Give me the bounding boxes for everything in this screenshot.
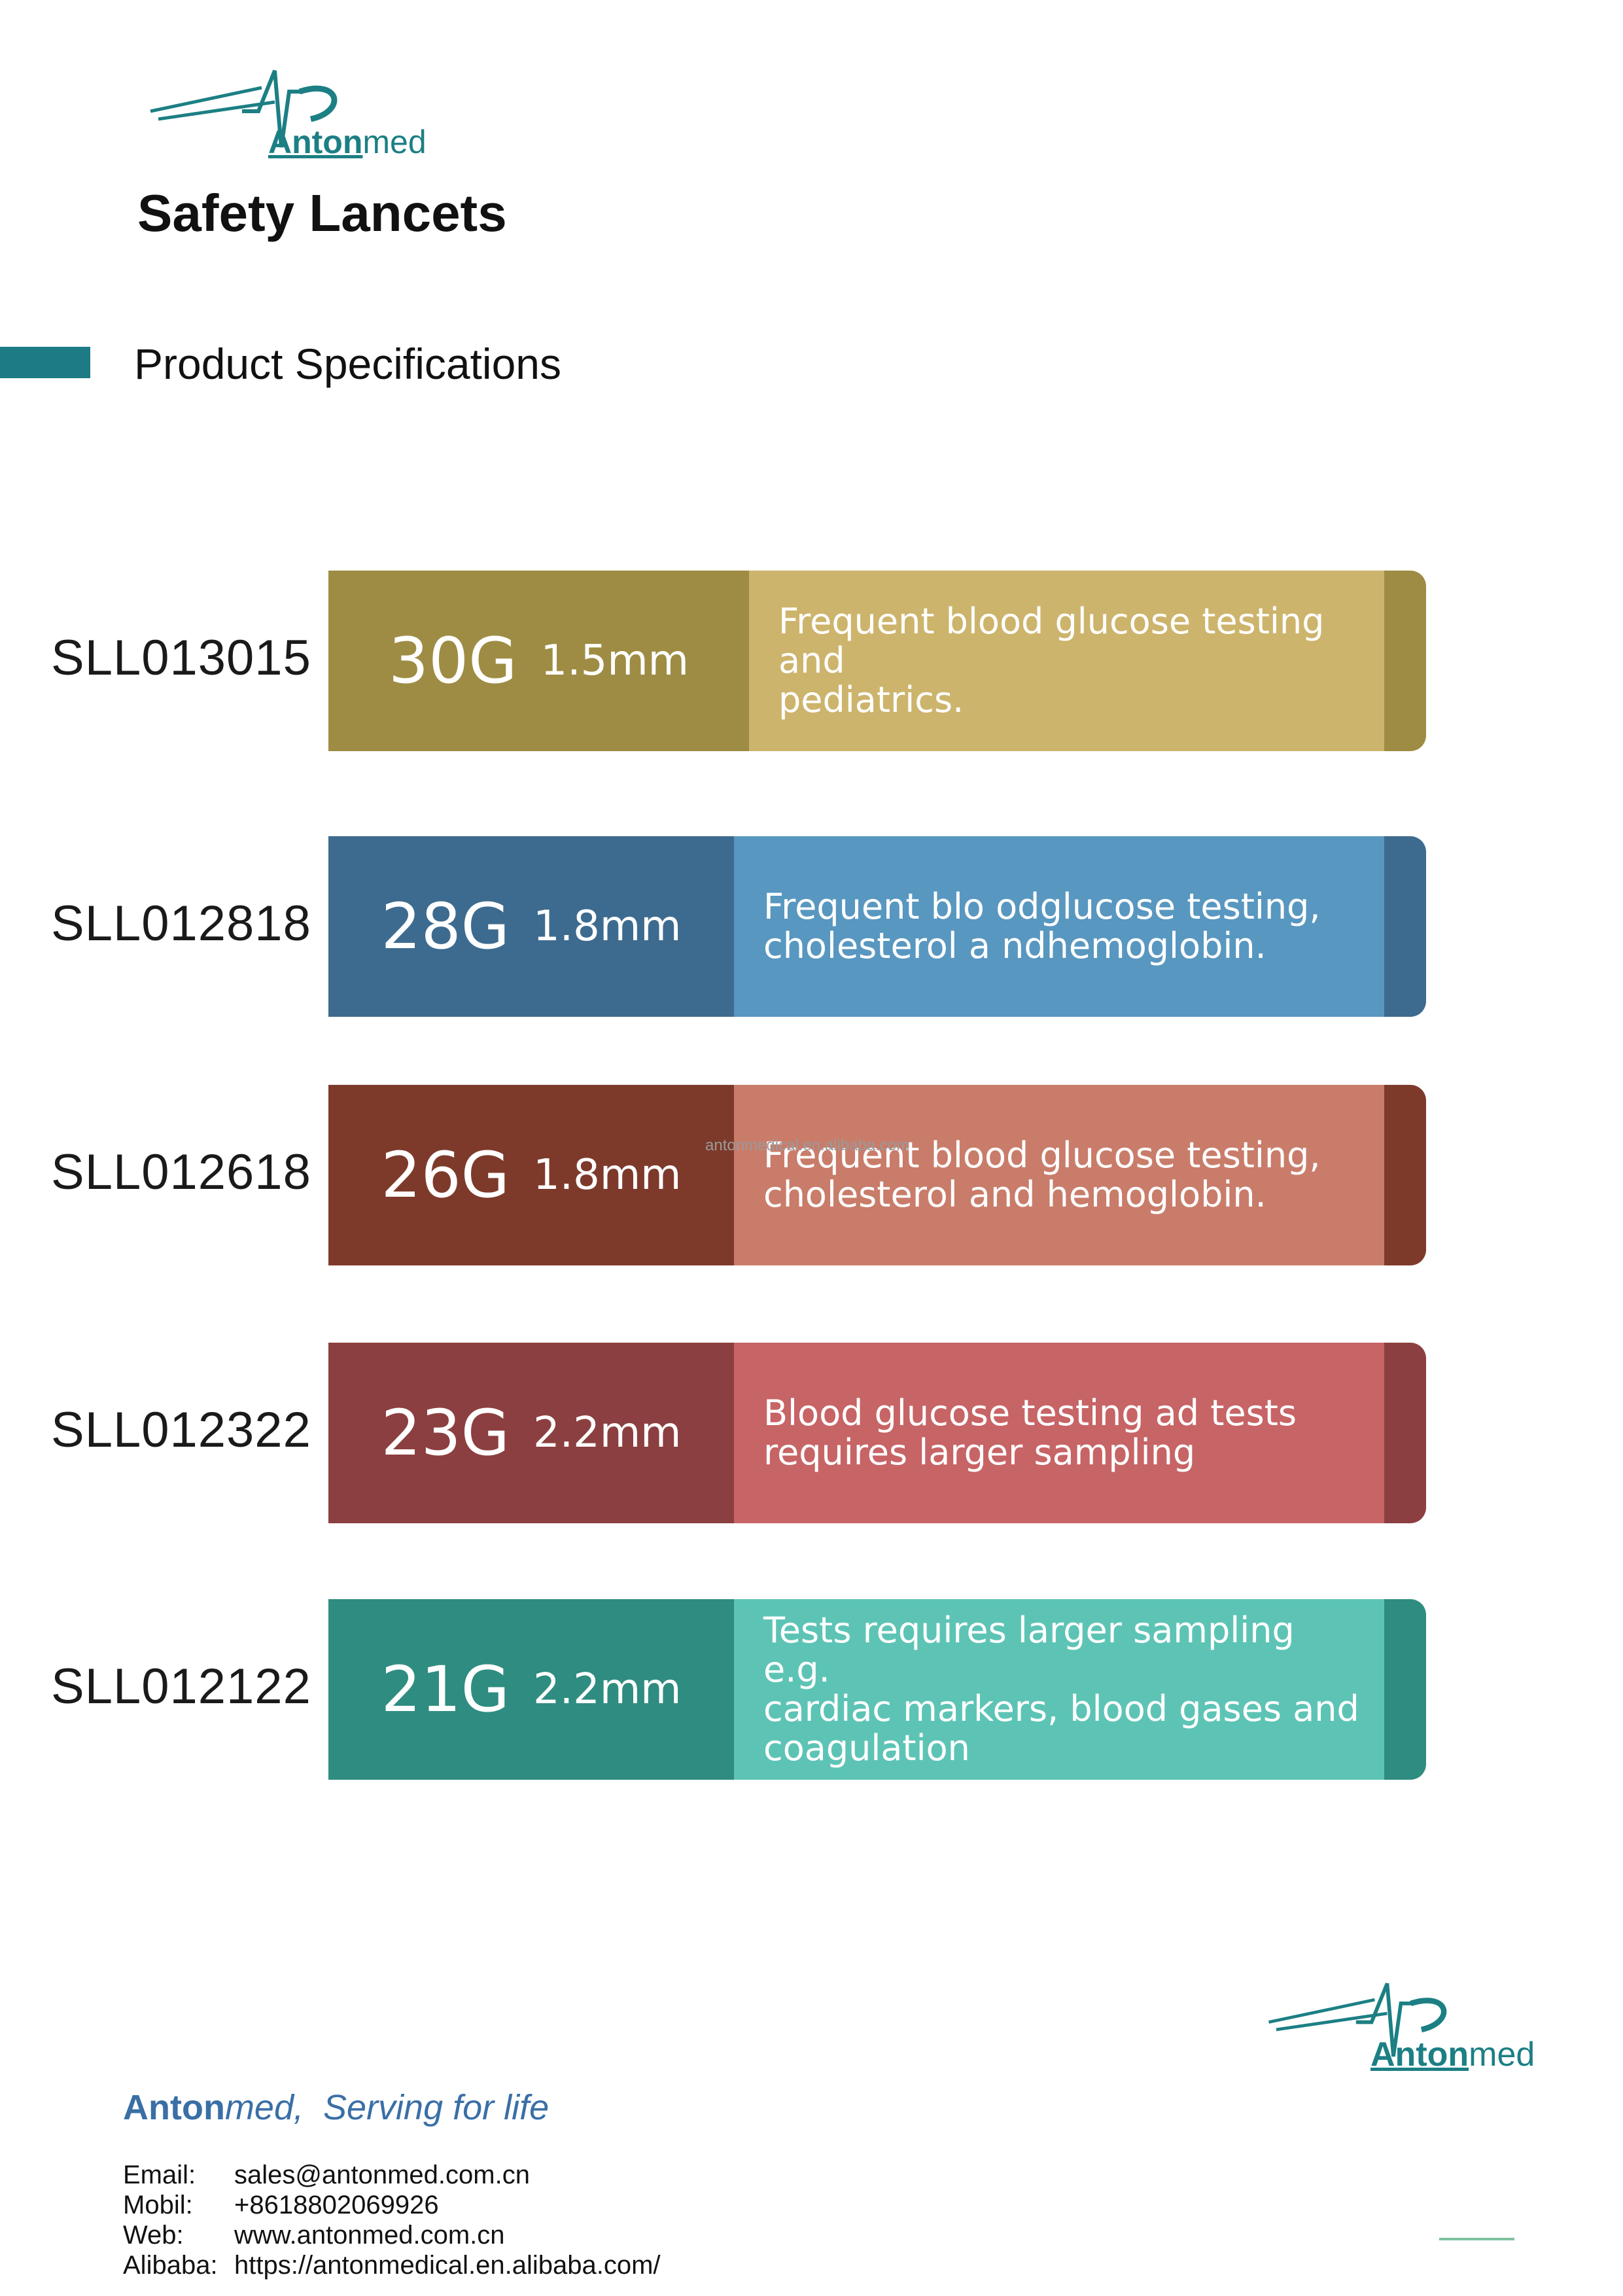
logo-mark-icon — [150, 69, 338, 148]
contact-alibaba-value[interactable]: https://antonmedical.en.alibaba.com/ — [234, 2251, 661, 2280]
spec-band: 21G 2.2mm Tests requires larger sampling e… — [328, 1599, 1426, 1780]
spec-band: 26G 1.8mm Frequent blood glucose testing, c… — [328, 1085, 1426, 1265]
watermark: antonmedical.en.alibaba.com — [705, 1137, 910, 1154]
gauge-panel — [328, 1085, 734, 1265]
use-panel — [734, 1343, 1384, 1523]
gauge-panel — [328, 1343, 734, 1523]
intended-use-line: Frequent blood glucose testing and — [778, 601, 1325, 681]
band-end-tab — [1384, 1599, 1426, 1780]
intended-use-line: cholesterol a ndhemoglobin. — [763, 925, 1266, 966]
intended-use-line: Frequent blood glucose testing, — [763, 1135, 1321, 1176]
gauge-spec: 21G 2.2mm — [328, 1599, 734, 1780]
contact-mobile-value: +8618802069926 — [234, 2191, 439, 2219]
use-panel — [734, 1085, 1384, 1265]
needle-length: 1.5mm — [540, 637, 689, 685]
product-code: SLL012618 — [51, 1144, 311, 1200]
spec-row: SLL012618 26G 1.8mm Frequent blood glucose … — [0, 1085, 1623, 1265]
intended-use-line: Tests requires larger sampling e.g. — [763, 1610, 1295, 1690]
logo-text: Antonmed — [268, 124, 427, 160]
gauge-panel — [328, 1599, 734, 1780]
contact-email-value[interactable]: sales@antonmed.com.cn — [234, 2161, 530, 2189]
gauge-spec: 23G 2.2mm — [328, 1343, 734, 1523]
band-end-tab — [1384, 1085, 1426, 1265]
intended-use-line: requires larger sampling — [763, 1432, 1196, 1473]
footer-logo: Antonmed — [1263, 1969, 1535, 2087]
intended-use-line: Frequent blo odglucose testing, — [763, 886, 1321, 927]
logo-text: Antonmed — [1370, 2036, 1535, 2074]
intended-use-line: cholesterol and hemoglobin. — [763, 1174, 1266, 1215]
intended-use-line: pediatrics. — [778, 679, 964, 720]
spec-row: SLL013015 30G 1.5mm Frequent blood glucose … — [0, 571, 1623, 751]
spec-band: 30G 1.5mm Frequent blood glucose testing a… — [328, 571, 1426, 751]
product-code: SLL012122 — [51, 1659, 311, 1714]
band-end-tab — [1384, 1343, 1426, 1523]
use-panel — [749, 571, 1384, 751]
needle-gauge: 26G — [381, 1139, 510, 1212]
band-end-tab — [1384, 571, 1426, 751]
spec-band: 23G 2.2mm Blood glucose testing ad tests re… — [328, 1343, 1426, 1523]
page-title: Safety Lancets — [137, 184, 507, 242]
contact-alibaba: Alibaba: https://antonmedical.en.alibaba.… — [123, 2251, 661, 2280]
contact-web: Web: www.antonmed.com.cn — [123, 2221, 505, 2250]
needle-gauge: 30G — [388, 624, 517, 698]
section-accent-bar — [0, 347, 90, 378]
needle-length: 1.8mm — [533, 902, 682, 951]
gauge-spec: 26G 1.8mm — [328, 1085, 734, 1265]
use-panel — [734, 1599, 1384, 1780]
header-logo: Antonmed — [144, 65, 427, 170]
intended-use: Frequent blood glucose testing and pediat… — [778, 571, 1368, 751]
intended-use: Tests requires larger sampling e.g. cardi… — [763, 1599, 1368, 1780]
spec-row: SLL012818 28G 1.8mm Frequent blo odglucose … — [0, 836, 1623, 1017]
needle-length: 2.2mm — [533, 1409, 682, 1457]
needle-gauge: 21G — [381, 1653, 510, 1726]
intended-use-line: Blood glucose testing ad tests — [763, 1392, 1297, 1434]
contact-email: Email: sales@antonmed.com.cn — [123, 2161, 530, 2189]
needle-length: 2.2mm — [533, 1665, 682, 1714]
product-code: SLL012818 — [51, 896, 311, 951]
spec-band: 28G 1.8mm Frequent blo odglucose testing, c… — [328, 836, 1426, 1017]
contact-web-value[interactable]: www.antonmed.com.cn — [234, 2221, 505, 2250]
intended-use: Frequent blood glucose testing, cholester… — [763, 1085, 1368, 1265]
gauge-panel — [328, 571, 749, 751]
intended-use: Frequent blo odglucose testing, cholester… — [763, 836, 1368, 1017]
needle-gauge: 23G — [381, 1396, 510, 1470]
spec-row: SLL012322 23G 2.2mm Blood glucose testing a… — [0, 1343, 1623, 1523]
intended-use-line: coagulation — [763, 1727, 970, 1769]
intended-use-line: cardiac markers, blood gases and — [763, 1688, 1359, 1729]
gauge-spec: 28G 1.8mm — [328, 836, 734, 1017]
contact-mobile: Mobil: +8618802069926 — [123, 2191, 439, 2219]
use-panel — [734, 836, 1384, 1017]
footer-tagline: Antonmed, Serving for life — [123, 2088, 550, 2127]
product-code: SLL012322 — [51, 1402, 311, 1458]
gauge-panel — [328, 836, 734, 1017]
intended-use: Blood glucose testing ad tests requires l… — [763, 1343, 1368, 1523]
footer-divider — [1439, 2238, 1514, 2240]
product-code: SLL013015 — [51, 630, 311, 686]
section-title: Product Specifications — [134, 340, 562, 388]
needle-length: 1.8mm — [533, 1151, 682, 1199]
spec-row: SLL012122 21G 2.2mm Tests requires larger s… — [0, 1599, 1623, 1780]
logo-mark-icon — [1268, 1983, 1447, 2057]
needle-gauge: 28G — [381, 890, 510, 963]
band-end-tab — [1384, 836, 1426, 1017]
gauge-spec: 30G 1.5mm — [328, 571, 749, 751]
